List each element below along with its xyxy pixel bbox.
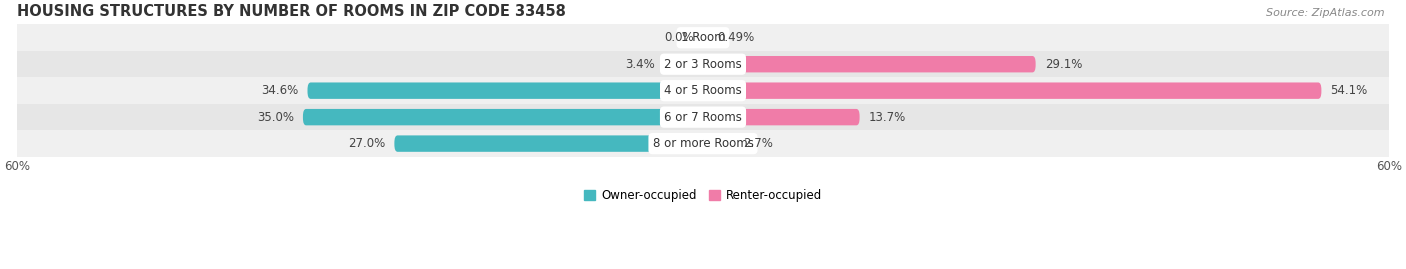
FancyBboxPatch shape [703, 30, 709, 46]
Bar [17, 104, 1389, 130]
Text: 27.0%: 27.0% [347, 137, 385, 150]
Text: 4 or 5 Rooms: 4 or 5 Rooms [664, 84, 742, 97]
FancyBboxPatch shape [703, 56, 1036, 72]
Text: 0.49%: 0.49% [717, 31, 755, 44]
Legend: Owner-occupied, Renter-occupied: Owner-occupied, Renter-occupied [579, 184, 827, 207]
FancyBboxPatch shape [308, 83, 703, 99]
Text: 0.0%: 0.0% [664, 31, 693, 44]
FancyBboxPatch shape [703, 109, 859, 125]
FancyBboxPatch shape [664, 56, 703, 72]
Text: 1 Room: 1 Room [681, 31, 725, 44]
Text: 2.7%: 2.7% [742, 137, 773, 150]
Text: 2 or 3 Rooms: 2 or 3 Rooms [664, 58, 742, 71]
Text: 34.6%: 34.6% [262, 84, 298, 97]
Bar [17, 24, 1389, 51]
Text: Source: ZipAtlas.com: Source: ZipAtlas.com [1267, 8, 1385, 18]
Text: 6 or 7 Rooms: 6 or 7 Rooms [664, 111, 742, 124]
FancyBboxPatch shape [302, 109, 703, 125]
FancyBboxPatch shape [703, 83, 1322, 99]
Bar [17, 130, 1389, 157]
Text: HOUSING STRUCTURES BY NUMBER OF ROOMS IN ZIP CODE 33458: HOUSING STRUCTURES BY NUMBER OF ROOMS IN… [17, 4, 567, 19]
Bar [17, 77, 1389, 104]
Text: 13.7%: 13.7% [869, 111, 905, 124]
Text: 35.0%: 35.0% [257, 111, 294, 124]
Text: 3.4%: 3.4% [626, 58, 655, 71]
Text: 8 or more Rooms: 8 or more Rooms [652, 137, 754, 150]
Text: 54.1%: 54.1% [1330, 84, 1368, 97]
Text: 29.1%: 29.1% [1045, 58, 1083, 71]
FancyBboxPatch shape [703, 135, 734, 152]
Bar [17, 51, 1389, 77]
FancyBboxPatch shape [394, 135, 703, 152]
